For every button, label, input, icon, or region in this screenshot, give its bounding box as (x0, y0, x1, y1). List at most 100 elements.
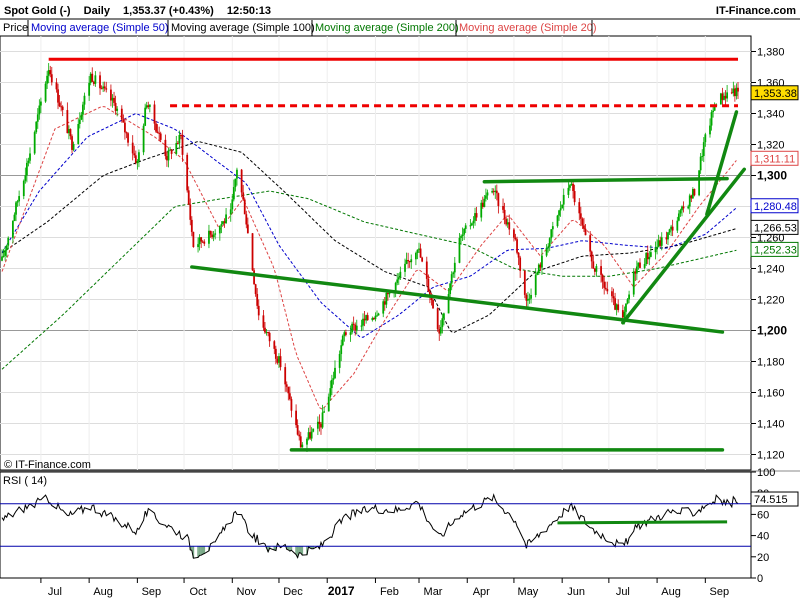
candle-up (148, 104, 151, 113)
time-tick-label: Mar (424, 586, 443, 598)
time-tick-label: Oct (189, 586, 206, 598)
candle-up (704, 132, 707, 147)
candle-down (408, 260, 411, 268)
candle-up (394, 281, 397, 298)
candle-up (702, 137, 705, 163)
candle-down (344, 329, 347, 337)
candle-down (309, 425, 311, 441)
candle-down (634, 268, 637, 282)
candle-up (396, 273, 399, 286)
candle-up (145, 101, 148, 110)
candle-up (657, 234, 660, 248)
candle-down (427, 274, 430, 293)
candle-up (330, 374, 333, 396)
rsi-tick-label: 0 (757, 573, 763, 585)
candle-up (11, 220, 14, 244)
candle-up (556, 214, 559, 228)
candle-up (410, 254, 413, 269)
candle-down (505, 216, 508, 227)
candle-up (735, 83, 738, 100)
candle-up (404, 258, 406, 277)
candle-down (57, 83, 59, 110)
candle-down (682, 201, 685, 213)
price-value-label: 1,280.48 (754, 201, 797, 213)
candle-up (142, 123, 145, 156)
candle-down (523, 269, 526, 299)
candle-up (732, 81, 735, 97)
candle-up (175, 135, 178, 156)
candle-up (679, 208, 682, 217)
candle-up (676, 216, 679, 234)
sma200-line (1, 190, 737, 370)
candle-down (354, 322, 357, 336)
candle-down (71, 134, 73, 154)
candle-up (474, 207, 476, 226)
candle-up (136, 159, 139, 170)
candle-up (341, 334, 344, 347)
candle-down (273, 340, 276, 355)
candle-up (719, 92, 722, 105)
candle-up (178, 130, 181, 150)
candle-down (190, 216, 193, 237)
candle-down (200, 236, 203, 248)
candle-down (147, 101, 150, 110)
candle-up (231, 193, 234, 214)
candle-up (667, 231, 669, 246)
candle-up (138, 149, 140, 168)
candle-up (637, 262, 640, 270)
time-tick-label: Sep (142, 586, 162, 598)
candle-up (27, 157, 30, 167)
candle-up (68, 125, 70, 140)
candle-down (166, 151, 168, 167)
candle-up (698, 170, 700, 197)
candle-up (332, 371, 335, 385)
candle-down (66, 102, 69, 134)
candle-down (298, 430, 301, 441)
candle-up (537, 263, 540, 276)
candle-up (232, 179, 235, 202)
candle-up (635, 260, 638, 281)
candle-down (572, 181, 574, 199)
candle-up (329, 380, 332, 401)
candle-down (189, 198, 192, 226)
candle-up (723, 92, 725, 101)
candle-down (603, 276, 606, 295)
price-tick-label: 1,120 (757, 450, 785, 462)
candle-up (44, 81, 47, 103)
trendline (705, 110, 739, 216)
candle-down (105, 81, 108, 93)
candle-up (562, 188, 565, 211)
candle-up (701, 149, 704, 161)
candle-down (164, 134, 167, 160)
candle-up (169, 146, 171, 151)
candle-up (688, 193, 691, 214)
price-tick-label: 1,340 (757, 109, 785, 121)
candle-down (407, 252, 410, 269)
candle-up (480, 199, 483, 222)
candle-up (625, 303, 627, 318)
candle-down (492, 188, 495, 196)
candle-up (595, 263, 598, 277)
candle-up (16, 199, 19, 207)
candle-down (186, 152, 189, 193)
candle-down (125, 131, 128, 139)
candle-down (432, 298, 434, 309)
candle-down (665, 231, 668, 245)
candle-up (541, 248, 543, 276)
candle-up (167, 147, 170, 168)
candle-down (61, 105, 64, 117)
candle-up (46, 70, 49, 89)
candle-up (670, 224, 672, 237)
candle-down (251, 233, 254, 272)
time-tick-label: Jul (616, 586, 630, 598)
sma100-line (1, 140, 737, 334)
moving-averages (1, 105, 737, 410)
candle-up (89, 72, 92, 86)
candle-up (33, 130, 36, 155)
candle-down (131, 135, 134, 161)
candle-up (214, 229, 217, 240)
candle-up (307, 427, 310, 441)
candle-down (254, 283, 257, 297)
candle-down (276, 356, 279, 365)
candle-down (513, 228, 515, 242)
